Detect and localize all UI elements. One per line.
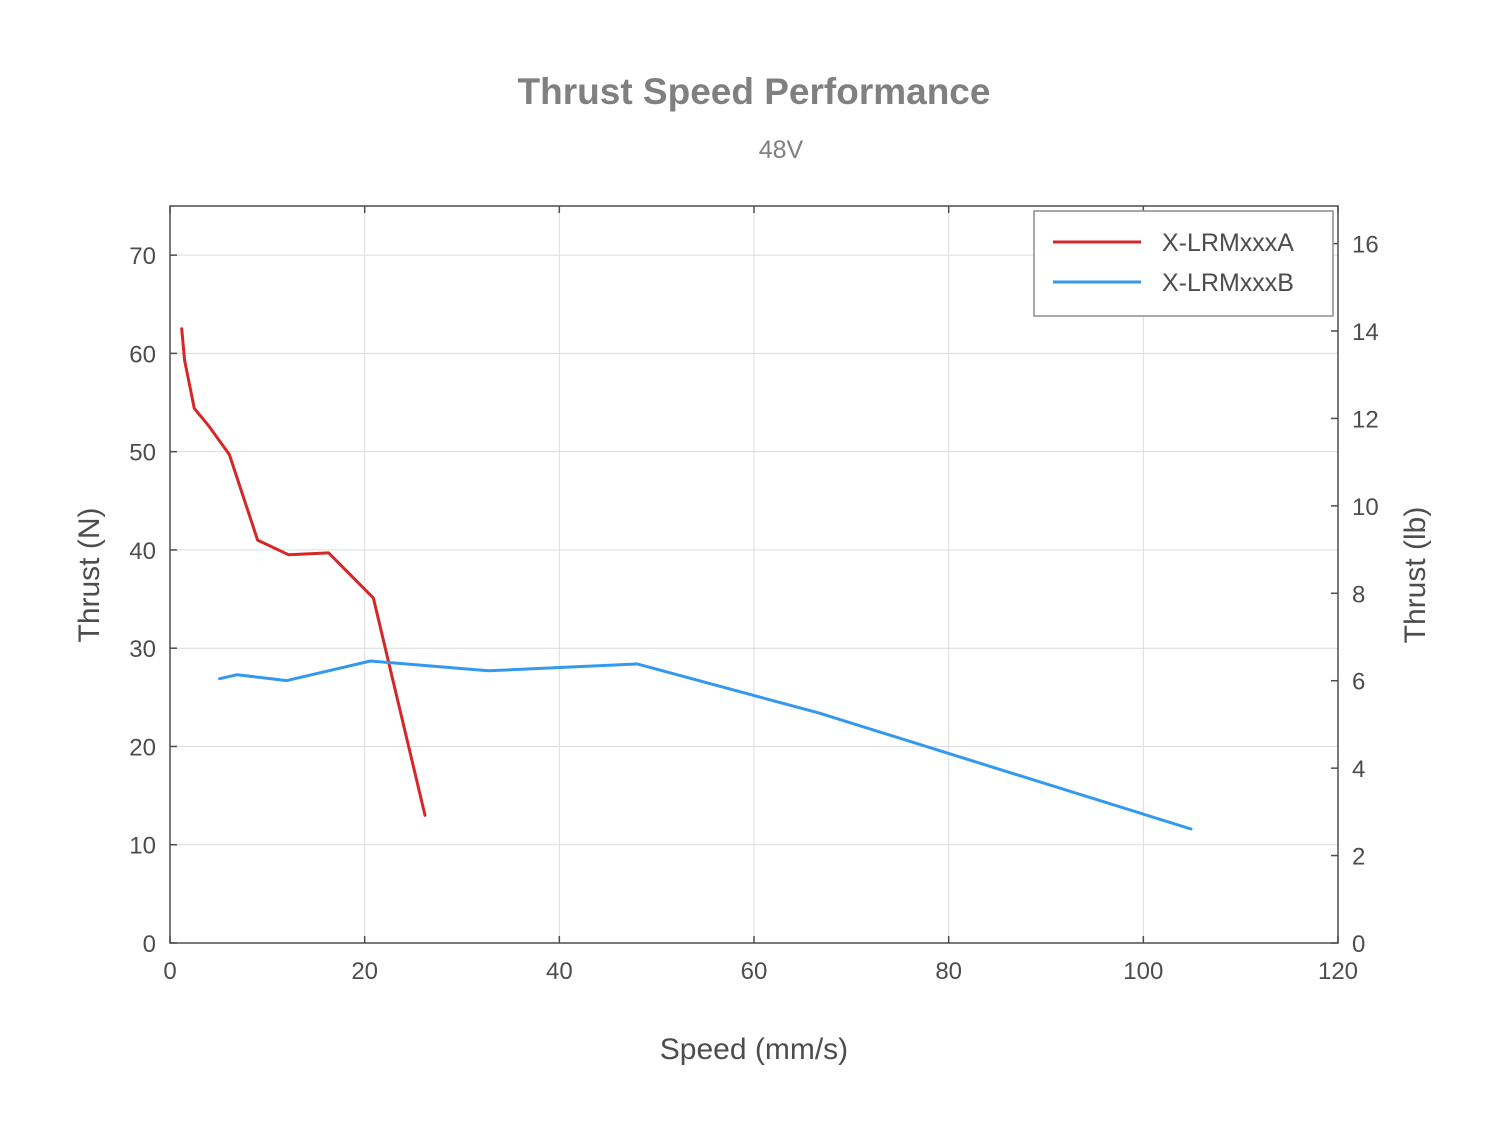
legend: X-LRMxxxA X-LRMxxxB [1033, 210, 1334, 317]
y-tick-label-right: 8 [1352, 581, 1365, 608]
x-tick-label: 60 [741, 958, 768, 985]
y-tick-label-left: 50 [129, 440, 156, 467]
x-tick-label: 120 [1318, 958, 1358, 985]
y-axis-label-right: Thrust (lb) [1399, 507, 1432, 644]
y-tick-label-right: 16 [1352, 232, 1379, 259]
y-tick-label-left: 40 [129, 538, 156, 565]
y-tick-label-left: 10 [129, 833, 156, 860]
y-tick-label-left: 30 [129, 636, 156, 663]
x-tick-label: 20 [351, 958, 378, 985]
legend-label-x-lrmxxxa: X-LRMxxxA [1162, 229, 1294, 257]
y-tick-label-left: 70 [129, 243, 156, 270]
y-tick-label-right: 14 [1352, 319, 1379, 346]
x-tick-label: 100 [1123, 958, 1163, 985]
y-tick-label-right: 2 [1352, 844, 1365, 871]
grid-lines [170, 206, 1338, 943]
chart-subtitle: 48V [759, 136, 804, 164]
series-line-x-lrmxxxb [218, 659, 1193, 831]
x-tick-label: 80 [935, 958, 962, 985]
y-tick-label-left: 20 [129, 734, 156, 761]
x-tick-label: 0 [163, 958, 176, 985]
y-tick-label-right: 0 [1352, 931, 1365, 958]
y-tick-label-left: 0 [143, 931, 156, 958]
axis-ticks: 0 20 40 60 80 100 1200102030405060700246810121… [129, 206, 1379, 985]
y-tick-label-right: 10 [1352, 494, 1379, 521]
y-tick-label-left: 60 [129, 341, 156, 368]
series-line-x-lrmxxxa [180, 327, 427, 817]
chart-title: Thrust Speed Performance [518, 71, 991, 112]
data-series [180, 327, 1193, 831]
y-tick-label-right: 4 [1352, 756, 1365, 783]
x-axis-label: Speed (mm/s) [660, 1033, 848, 1066]
y-tick-label-right: 6 [1352, 669, 1365, 696]
legend-box [1033, 210, 1334, 317]
y-axis-label-left: Thrust (N) [73, 508, 106, 643]
x-tick-label: 40 [546, 958, 573, 985]
y-tick-label-right: 12 [1352, 406, 1379, 433]
legend-label-x-lrmxxxb: X-LRMxxxB [1162, 269, 1294, 297]
